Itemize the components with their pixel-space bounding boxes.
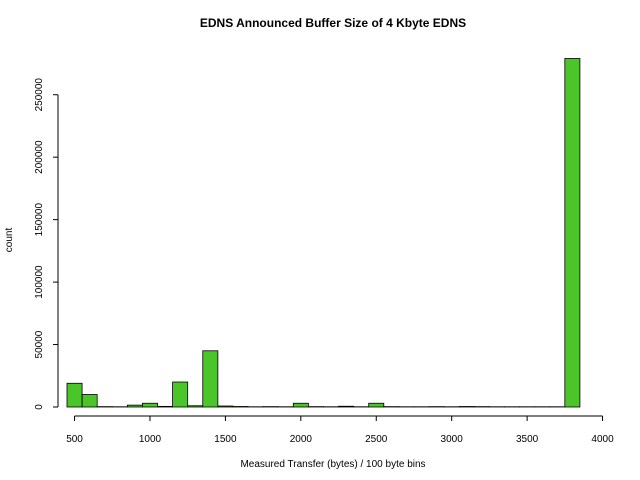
- x-tick-label-2500: 2500: [365, 434, 388, 445]
- bar-850: [126, 404, 143, 408]
- x-axis: 500 1000 1500 2000 2500 3000 3500 4000: [66, 415, 614, 445]
- x-tick-label-3000: 3000: [441, 434, 464, 445]
- bar-3050: [458, 406, 475, 408]
- bar-1950: [292, 402, 309, 408]
- bar-450: [66, 382, 83, 408]
- bar-1450: [217, 405, 234, 408]
- y-tick-label-0: 0: [34, 404, 45, 410]
- y-tick-label-150000: 150000: [34, 203, 45, 237]
- y-tick-label-250000: 250000: [34, 78, 45, 112]
- bar-1150: [172, 381, 189, 408]
- y-axis: 0 50000 100000 150000 200000 250000: [34, 78, 59, 410]
- bar-2450: [368, 402, 385, 408]
- chart-title: EDNS Announced Buffer Size of 4 Kbyte ED…: [200, 16, 466, 30]
- y-tick-label-200000: 200000: [34, 140, 45, 174]
- bar-950: [142, 402, 158, 408]
- x-tick-label-3500: 3500: [516, 434, 539, 445]
- bar-3750: [564, 58, 581, 408]
- x-tick-label-4000: 4000: [591, 434, 614, 445]
- x-axis-label: Measured Transfer (bytes) / 100 byte bin…: [240, 459, 425, 470]
- x-tick-label-2000: 2000: [290, 434, 313, 445]
- bar-1350: [202, 350, 219, 408]
- bar-1050: [157, 405, 173, 408]
- x-tick-label-1000: 1000: [139, 434, 162, 445]
- y-tick-label-50000: 50000: [34, 330, 45, 358]
- bar-1250: [187, 405, 204, 408]
- bar-1550: [232, 406, 249, 408]
- bar-550: [81, 394, 98, 408]
- x-tick-label-500: 500: [66, 434, 83, 445]
- y-axis-label: count: [4, 228, 15, 253]
- bars-group: [66, 58, 581, 408]
- x-tick-label-1500: 1500: [214, 434, 237, 445]
- bar-2250: [338, 405, 355, 408]
- y-tick-label-100000: 100000: [34, 265, 45, 299]
